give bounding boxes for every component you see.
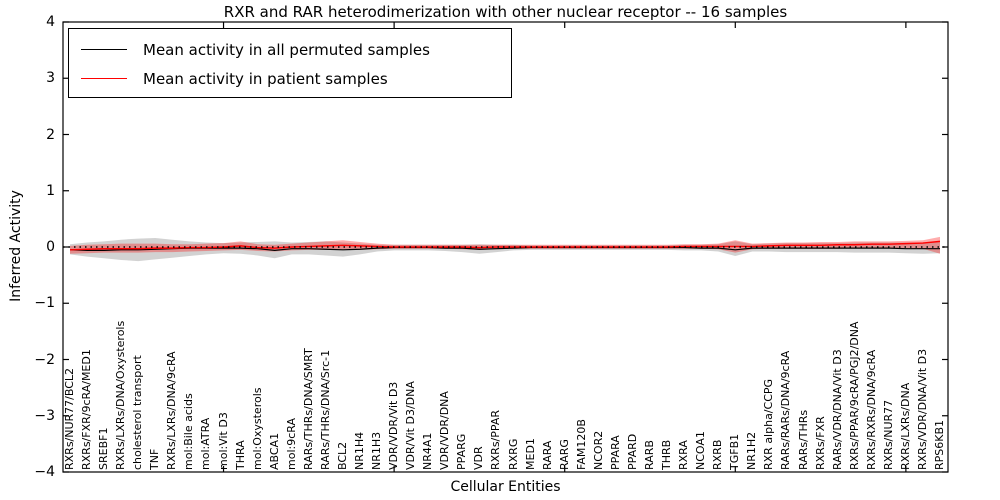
legend-item-patient: Mean activity in patient samples <box>81 64 511 93</box>
x-tick-label: RXRG <box>506 438 520 470</box>
x-tick-label: RXR alpha/CCPG <box>762 378 776 470</box>
x-tick-label: RARs/RARs/DNA/9cRA <box>779 350 793 470</box>
x-tick-label: VDR/Vit D3/DNA <box>404 381 418 470</box>
x-tick-label: RXRs/VDR/DNA/Vit D3 <box>915 348 929 470</box>
x-tick-label: PPARD <box>625 433 639 470</box>
x-tick-label: RXRA <box>677 440 691 470</box>
x-tick-label: VDR/VDR/DNA <box>438 391 452 470</box>
legend: Mean activity in all permuted samples Me… <box>68 28 512 98</box>
x-tick-label: BCL2 <box>335 441 349 470</box>
y-tick-label: −4 <box>34 464 55 480</box>
x-tick-label: RXRs/NUR77 <box>881 399 895 470</box>
x-tick-label: NR1H2 <box>745 431 759 470</box>
x-tick-label: RXRs/PPAR/9cRA/PGJ2/DNA <box>847 321 861 471</box>
x-tick-label: mol:9cRA <box>284 418 298 470</box>
x-tick-label: VDR/VDR/Vit D3 <box>387 381 401 470</box>
y-tick-label: 0 <box>46 239 55 255</box>
legend-line-patient-icon <box>81 78 127 79</box>
x-tick-label: NCOA1 <box>694 431 708 470</box>
x-tick-label: PPARA <box>608 435 622 470</box>
x-tick-label: NCOR2 <box>591 430 605 470</box>
x-tick-label: mol:ATRA <box>199 417 213 470</box>
x-tick-label: VDR <box>472 446 486 470</box>
x-tick-label: RXRs/LXRs/DNA/9cRA <box>165 351 179 470</box>
x-tick-label: RARB <box>643 440 656 470</box>
legend-label-patient: Mean activity in patient samples <box>143 69 388 88</box>
x-tick-label: TNF <box>148 448 162 470</box>
x-tick-label: RARs/THRs/DNA/SMRT <box>301 348 315 470</box>
x-tick-label: FAM120B <box>574 419 588 470</box>
x-tick-label: RARG <box>557 439 571 470</box>
x-tick-label: RARA <box>540 440 554 470</box>
x-tick-label: RXRs/FXR <box>813 416 827 470</box>
x-tick-label: RARs/THRs <box>796 409 810 470</box>
y-tick-label: 4 <box>46 14 55 30</box>
x-tick-label: mol:Vit D3 <box>216 412 230 470</box>
x-tick-label: ABCA1 <box>267 432 281 470</box>
x-tick-label: RXRB <box>711 439 725 470</box>
y-tick-label: −1 <box>34 295 55 312</box>
y-tick-label: −3 <box>34 407 55 424</box>
permuted-band <box>70 238 940 262</box>
legend-line-permuted-icon <box>81 49 127 50</box>
y-tick-label: 3 <box>46 70 55 87</box>
x-tick-label: mol:Bile acids <box>182 393 196 470</box>
x-tick-label: RXRs/LXRs/DNA/Oxysterols <box>114 320 128 470</box>
permuted-mean-line <box>69 246 940 251</box>
y-tick-label: 1 <box>46 182 55 199</box>
x-tick-label: MED1 <box>523 438 537 470</box>
x-tick-label: RPS6KB1 <box>933 419 946 470</box>
x-tick-label: PPARG <box>455 433 469 470</box>
x-tick-label: NR1H3 <box>370 431 384 470</box>
x-tick-label: NR4A1 <box>421 432 435 470</box>
x-tick-label: THRA <box>233 440 247 470</box>
x-tick-label: mol:Oxysterols <box>250 387 264 471</box>
x-tick-label: RXRs/PPAR <box>489 410 503 470</box>
y-tick-label: 2 <box>46 126 55 143</box>
x-tick-label: SREBF1 <box>97 427 111 470</box>
x-tick-label: NR1H4 <box>353 431 366 470</box>
x-tick-label: RXRs/LXRs/DNA <box>898 382 912 470</box>
y-tick-label: −2 <box>34 351 55 368</box>
x-tick-label: RARs/VDR/DNA/Vit D3 <box>830 349 844 470</box>
x-tick-label: RXRs/RXRs/DNA/9cRA <box>864 349 878 470</box>
x-tick-label: RXRs/FXR/9cRA/MED1 <box>80 349 94 470</box>
x-tick-label: cholesterol transport <box>131 355 145 470</box>
x-tick-label: THRB <box>660 439 674 470</box>
legend-label-permuted: Mean activity in all permuted samples <box>143 40 430 59</box>
chart-title: RXR and RAR heterodimerization with othe… <box>223 3 788 21</box>
x-tick-label: RXRs/NUR77/BCL2 <box>63 367 76 470</box>
legend-item-permuted: Mean activity in all permuted samples <box>81 35 511 64</box>
x-axis-title: Cellular Entities <box>450 479 561 495</box>
patient-mean-line <box>69 240 941 251</box>
x-tick-label: RARs/THRs/DNA/Src-1 <box>318 349 332 470</box>
x-tick-label: TGFB1 <box>728 433 742 470</box>
